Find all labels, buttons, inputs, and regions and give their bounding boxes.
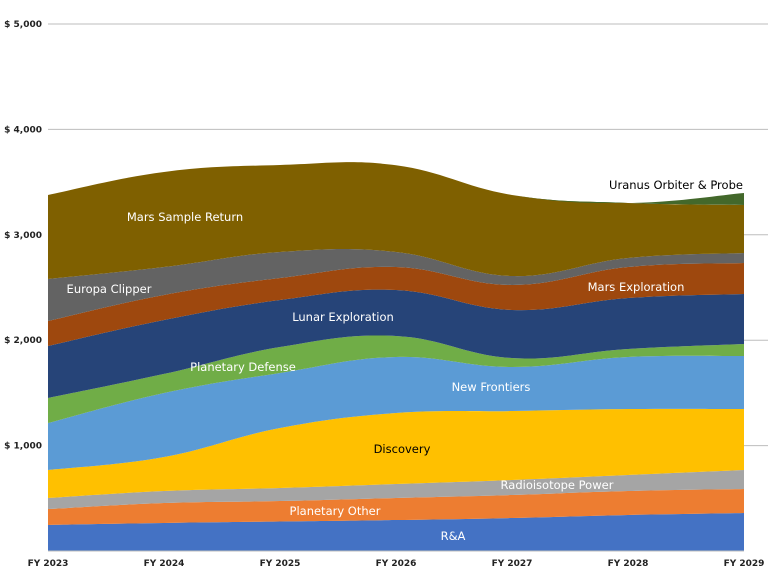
y-tick-label: $ 3,000 <box>4 231 42 241</box>
x-tick-label: FY 2025 <box>260 559 301 569</box>
series-label: Uranus Orbiter & Probe <box>609 178 743 192</box>
x-tick-label: FY 2029 <box>724 559 765 569</box>
area-lunar-exploration <box>48 289 744 398</box>
series-label: Mars Sample Return <box>127 210 243 224</box>
series-label: R&A <box>441 529 466 543</box>
area-uranus-orbiter-probe <box>48 162 744 205</box>
y-tick-label: $ 5,000 <box>4 20 42 30</box>
x-tick-label: FY 2026 <box>376 559 417 569</box>
area-planetary-defense <box>48 335 744 424</box>
series-label: Planetary Defense <box>190 360 296 374</box>
series-label: Radioisotope Power <box>501 478 614 492</box>
series-label: Lunar Exploration <box>292 310 394 324</box>
area-mars-exploration <box>48 263 744 346</box>
series-label: New Frontiers <box>452 380 531 394</box>
area-europa-clipper <box>48 249 744 322</box>
series-label: Mars Exploration <box>588 280 685 294</box>
area-planetary-other <box>48 489 744 525</box>
series-label: Europa Clipper <box>67 282 152 296</box>
area-mars-sample-return <box>48 162 744 279</box>
x-tick-label: FY 2028 <box>608 559 649 569</box>
y-tick-label: $ 1,000 <box>4 442 42 452</box>
y-tick-label: $ 4,000 <box>4 125 42 135</box>
series-label: Planetary Other <box>290 504 381 518</box>
series-label: Discovery <box>374 442 431 456</box>
x-tick-label: FY 2023 <box>28 559 69 569</box>
x-tick-label: FY 2024 <box>144 559 185 569</box>
y-tick-label: $ 2,000 <box>4 336 42 346</box>
area-discovery <box>48 408 744 498</box>
x-tick-label: FY 2027 <box>492 559 533 569</box>
area-new-frontiers <box>48 355 744 471</box>
area-r-a <box>48 512 744 551</box>
area-radioisotope-power <box>48 470 744 510</box>
